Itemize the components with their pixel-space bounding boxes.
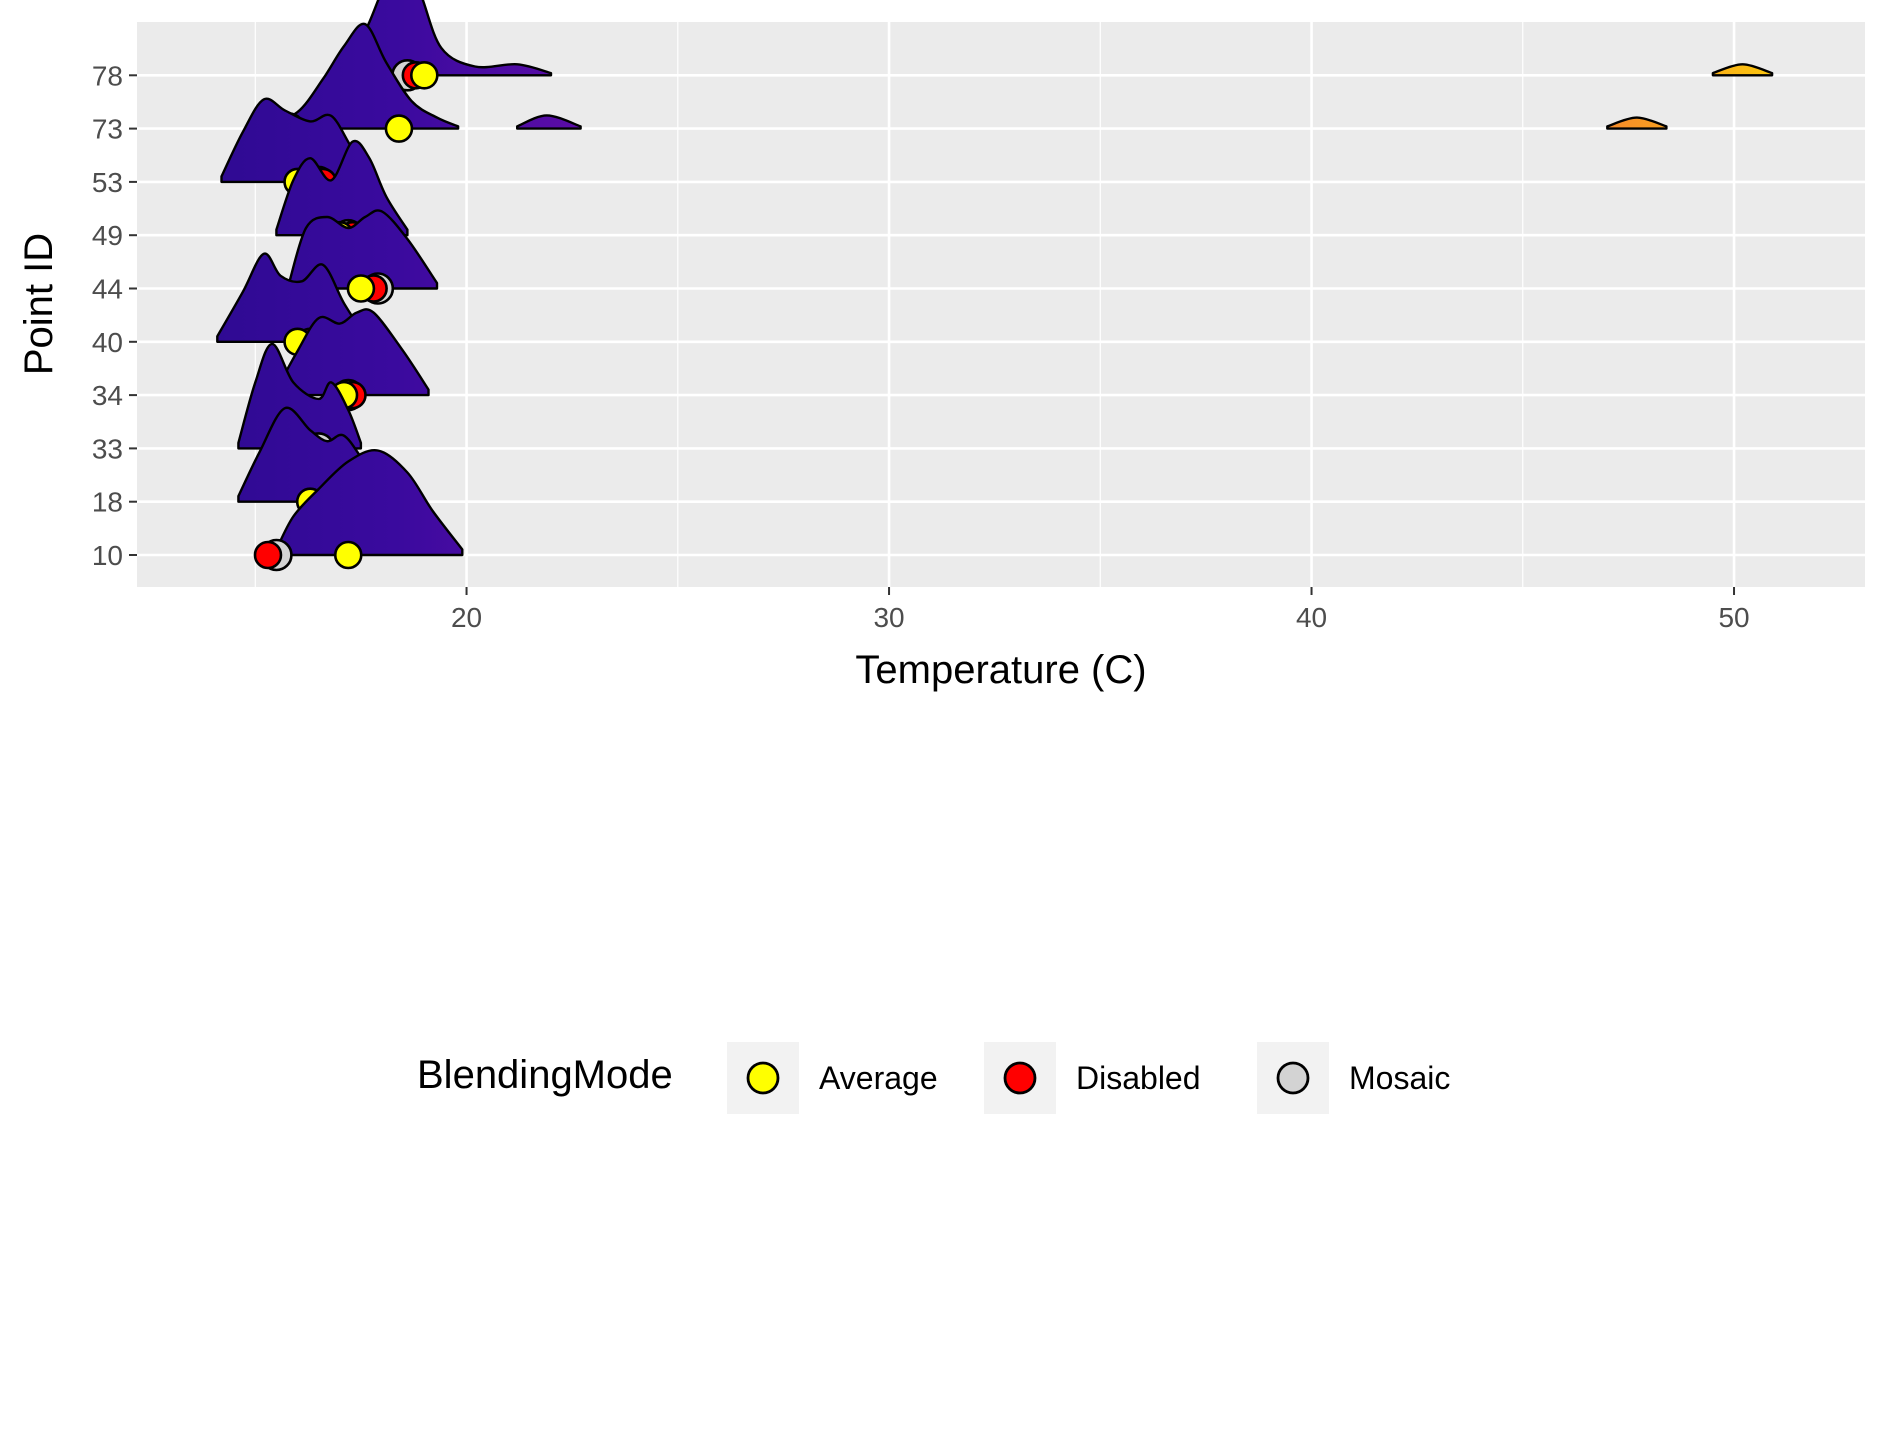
y-tick-label: 34 (92, 380, 123, 411)
legend-item-disabled: Disabled (984, 1042, 1201, 1114)
ridge-row-78 (338, 0, 1774, 92)
x-tick-label: 30 (873, 602, 904, 633)
point-average (346, 274, 376, 303)
density-ridges (216, 0, 1774, 572)
legend-swatch (746, 1061, 780, 1095)
x-tick-label: 50 (1718, 602, 1749, 633)
ridge-row-10 (253, 448, 464, 572)
axes: 10 18 33 34 40 44 49 53 73 78 20 30 40 50 (92, 60, 1750, 633)
legend-title: BlendingMode (417, 1053, 673, 1097)
point-average (384, 114, 414, 143)
density-ridge (516, 114, 582, 130)
x-tick-label: 40 (1296, 602, 1327, 633)
legend-label: Disabled (1076, 1060, 1201, 1096)
legend-swatch (1276, 1061, 1310, 1095)
y-tick-label: 10 (92, 540, 123, 571)
y-tick-label: 49 (92, 220, 123, 251)
point-average (409, 61, 439, 90)
density-ridge (275, 308, 430, 397)
density-ridge (338, 0, 553, 77)
density-ridge (266, 22, 460, 130)
density-ridge (237, 342, 363, 450)
x-tick-label: 20 (451, 602, 482, 633)
y-axis-title: Point ID (17, 233, 61, 375)
point-average (333, 540, 363, 570)
legend-label: Mosaic (1349, 1060, 1450, 1096)
y-tick-label: 33 (92, 433, 123, 464)
legend-label: Average (819, 1060, 938, 1096)
y-tick-label: 78 (92, 60, 123, 91)
legend-item-mosaic: Mosaic (1257, 1042, 1450, 1114)
legend-item-average: Average (727, 1042, 938, 1114)
y-tick-label: 53 (92, 167, 123, 198)
density-ridge (1711, 63, 1774, 77)
density-ridge (275, 448, 464, 557)
y-tick-label: 18 (92, 487, 123, 518)
y-tick-label: 73 (92, 114, 123, 145)
legend-swatch (1003, 1061, 1037, 1095)
density-ridge (1606, 116, 1668, 130)
x-axis-title: Temperature (C) (855, 648, 1146, 692)
point-disabled (253, 540, 283, 570)
y-tick-label: 44 (92, 274, 123, 305)
y-tick-label: 40 (92, 327, 123, 358)
legend: BlendingMode Average Disabled Mosaic (417, 1042, 1450, 1114)
